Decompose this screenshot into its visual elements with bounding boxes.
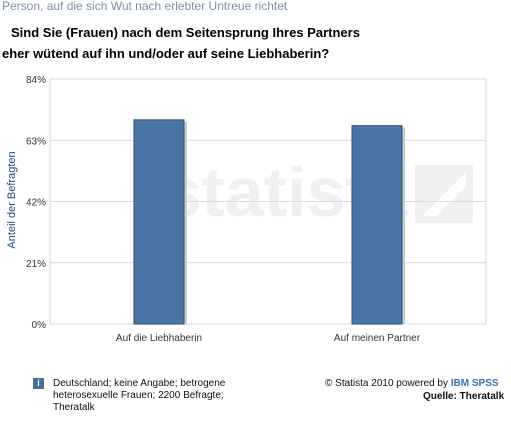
x-category-label: Auf meinen Partner bbox=[334, 333, 421, 344]
breadcrumb[interactable]: Person, auf die sich Wut nach erlebter U… bbox=[2, 0, 288, 13]
y-tick-label: 0% bbox=[32, 320, 47, 331]
credit-prefix: © Statista 2010 powered by bbox=[325, 378, 451, 389]
source: Quelle: Theratalk bbox=[423, 391, 505, 402]
x-category-label: Auf die Liebhaberin bbox=[116, 333, 202, 344]
y-tick-label: 84% bbox=[26, 75, 46, 86]
watermark-logo-mark bbox=[422, 172, 466, 216]
footer-note: Deutschland; keine Angabe; betrogene het… bbox=[53, 378, 226, 413]
info-icon[interactable]: i bbox=[33, 378, 44, 389]
chart-title-line-2: eher wütend auf ihn und/oder auf seine L… bbox=[2, 46, 330, 61]
credit-brand[interactable]: IBM SPSS bbox=[450, 378, 499, 389]
bar[interactable] bbox=[351, 125, 403, 325]
chart-title: Sind Sie (Frauen) nach dem Seitensprung … bbox=[2, 22, 507, 64]
chart-title-line-1: Sind Sie (Frauen) nach dem Seitensprung … bbox=[11, 25, 360, 40]
bar[interactable] bbox=[133, 119, 185, 325]
y-tick-label: 21% bbox=[26, 259, 46, 270]
y-tick-label: 42% bbox=[26, 198, 46, 209]
bar-chart: statista 0%21%42%63%84% Auf die Liebhabe… bbox=[26, 75, 487, 344]
y-tick-label: 63% bbox=[26, 136, 46, 147]
chart-area: statista 0% 21% 42% 63% 84% Auf die Liebhabe… bbox=[0, 70, 511, 350]
credit: © Statista 2010 powered by IBM SPSS bbox=[325, 378, 499, 389]
